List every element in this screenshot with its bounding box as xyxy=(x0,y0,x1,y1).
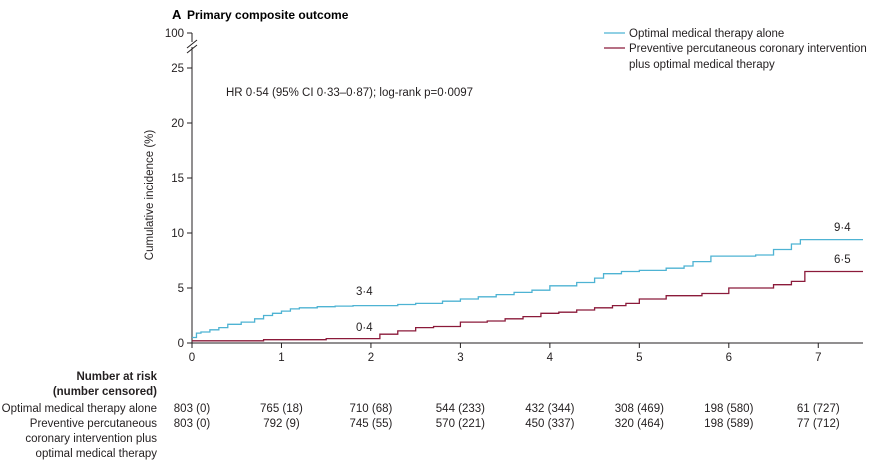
risk-row-label: Preventive percutaneous xyxy=(30,418,157,430)
legend-label-omt: Optimal medical therapy alone xyxy=(629,28,784,40)
risk-cell: 765 (18) xyxy=(260,403,303,415)
risk-row-label: optimal medical therapy xyxy=(36,448,158,460)
y-axis-break-mark xyxy=(186,44,198,54)
x-tick-label: 4 xyxy=(547,352,554,364)
risk-row-label: coronary intervention plus xyxy=(25,433,157,445)
risk-cell: 77 (712) xyxy=(797,418,840,430)
risk-cell: 198 (589) xyxy=(704,418,753,430)
pci-mid-label: 0·4 xyxy=(356,322,373,334)
y-axis-label: Cumulative incidence (%) xyxy=(144,130,156,261)
risk-cell: 308 (469) xyxy=(615,403,664,415)
risk-cell: 432 (344) xyxy=(525,403,574,415)
risk-cell: 803 (0) xyxy=(174,403,211,415)
legend: Optimal medical therapy alone Preventive… xyxy=(604,28,867,71)
risk-cell: 745 (55) xyxy=(350,418,393,430)
y-tick-label: 10 xyxy=(171,228,184,240)
pci-curve xyxy=(192,270,863,342)
x-tick-label: 5 xyxy=(636,352,642,364)
x-tick-label: 1 xyxy=(278,352,284,364)
risk-cell: 570 (221) xyxy=(436,418,485,430)
panel-title: Primary composite outcome xyxy=(187,8,349,22)
legend-label-pci-cont: plus optimal medical therapy xyxy=(629,59,775,71)
x-tick-label: 7 xyxy=(815,352,821,364)
y-tick-label: 5 xyxy=(178,283,184,295)
y-tick-label: 20 xyxy=(171,118,184,130)
x-tick-label: 3 xyxy=(457,352,463,364)
risk-cell: 544 (233) xyxy=(436,403,485,415)
risk-cell: 320 (464) xyxy=(615,418,664,430)
risk-cell: 792 (9) xyxy=(263,418,300,430)
omt-curve xyxy=(192,238,863,339)
legend-label-pci-line2: plus optimal medical therapy xyxy=(629,59,775,71)
legend-label-pci: Preventive percutaneous coronary interve… xyxy=(629,43,867,55)
x-tick-label: 2 xyxy=(368,352,374,364)
risk-row-label: Optimal medical therapy alone xyxy=(2,403,157,415)
risk-cell: 450 (337) xyxy=(525,418,574,430)
risk-cell: 61 (727) xyxy=(797,403,840,415)
y-tick-label: 25 xyxy=(171,63,184,75)
x-tick-label: 0 xyxy=(189,352,195,364)
axis-ticks: 100 0 5 10 15 20 25 0 1 2 3 4 5 6 7 xyxy=(165,28,822,364)
omt-end-label: 9·4 xyxy=(834,222,851,234)
legend-label-pci-line1: Preventive percutaneous coronary interve… xyxy=(629,43,867,55)
y-tick-label: 15 xyxy=(171,173,184,185)
x-tick-label: 6 xyxy=(726,352,732,364)
hazard-ratio-annotation: HR 0·54 (95% CI 0·33–0·87); log-rank p=0… xyxy=(226,87,473,99)
risk-table-header-1: Number at risk xyxy=(76,371,157,383)
risk-table-header-2: (number censored) xyxy=(53,386,157,398)
omt-mid-label: 3·4 xyxy=(356,286,373,298)
y-tick-label: 100 xyxy=(165,28,184,40)
y-tick-label: 0 xyxy=(178,338,184,350)
panel-letter: A xyxy=(172,7,182,22)
y-axis-break-mark xyxy=(186,39,198,49)
risk-cell: 803 (0) xyxy=(174,418,211,430)
axes xyxy=(186,33,863,344)
risk-table: Optimal medical therapy alone 803 (0) 765 … xyxy=(2,403,840,460)
curves xyxy=(192,238,863,342)
risk-cell: 710 (68) xyxy=(350,403,393,415)
risk-cell: 198 (580) xyxy=(704,403,753,415)
pci-end-label: 6·5 xyxy=(834,254,851,266)
